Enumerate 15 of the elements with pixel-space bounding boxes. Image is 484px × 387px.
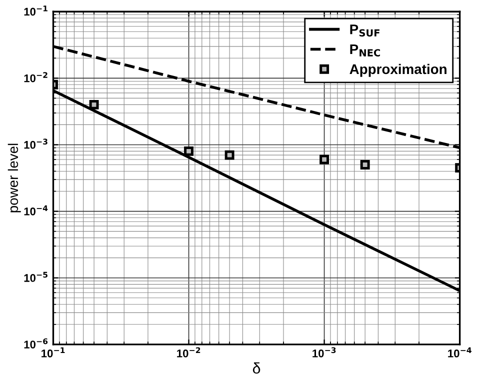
legend-label: P$_{NEC}$ <box>350 44 380 56</box>
y-tick-label: 10$^{−2}$ <box>24 72 48 82</box>
x-tick-label: 10$^{−3}$ <box>312 347 336 358</box>
legend-label: P$_{SUF}$ <box>350 24 380 37</box>
x-tick-label: 10$^{−1}$ <box>42 347 65 358</box>
y-axis-title: power level <box>8 144 21 212</box>
x-tick-label: 10$^{−4}$ <box>448 347 472 358</box>
y-tick-label: 10$^{−5}$ <box>24 272 48 282</box>
y-tick-label: 10$^{−4}$ <box>24 205 48 216</box>
x-tick-label: 10$^{−2}$ <box>177 347 200 358</box>
y-tick-label: 10$^{−6}$ <box>24 338 48 348</box>
y-tick-label: 10$^{−1}$ <box>24 6 48 16</box>
x-axis-title: δ <box>252 362 260 374</box>
legend-label: Approximation <box>350 64 446 77</box>
y-tick-label: 10$^{−3}$ <box>24 138 48 149</box>
